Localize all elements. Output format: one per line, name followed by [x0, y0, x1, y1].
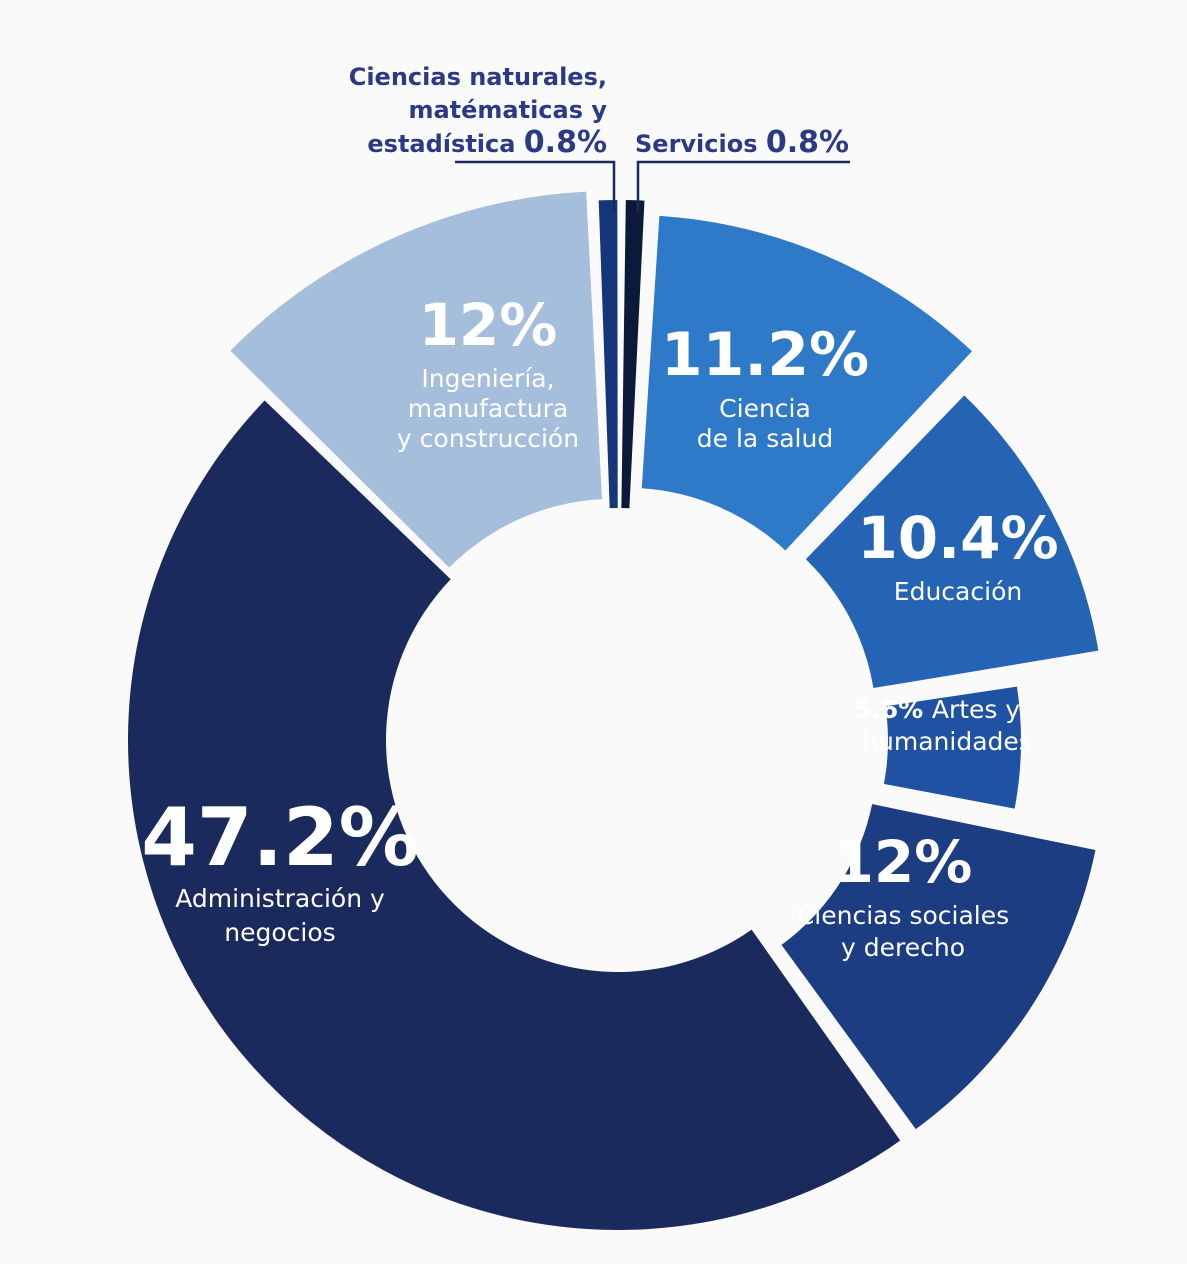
- slice-administracion-y-negocios: [128, 400, 901, 1230]
- slice-educacion: [805, 395, 1099, 689]
- slice-label-ingenieria-manufactura-y-construccion: manufactura: [408, 394, 568, 423]
- slice-ingenieria-manufactura-y-construccion: [230, 191, 602, 568]
- callout-label-servicios: Servicios 0.8%: [635, 125, 849, 160]
- callout-line-servicios: [636, 160, 850, 212]
- slice-label-ciencias-sociales-y-derecho: Ciencias sociales: [797, 901, 1009, 930]
- callout-percent-ciencias-naturales-matematicas-y-estadistica: 0.8%: [524, 125, 607, 160]
- slice-percent-ciencias-sociales-y-derecho: 12%: [834, 828, 973, 896]
- callout-label-ciencias-naturales-matematicas-y-estadistica: matématicas y: [408, 96, 607, 124]
- callout-percent-servicios: 0.8%: [766, 125, 849, 160]
- slice-label-administracion-y-negocios: negocios: [224, 918, 335, 947]
- callout-line-ciencias-naturales-matematicas-y-estadistica: [455, 160, 616, 212]
- slice-artes-y-humanidades: [883, 686, 1021, 809]
- slice-servicios: [621, 200, 645, 509]
- slice-percent-artes-y-humanidades: 5.6%: [854, 695, 932, 724]
- slices-layer: [128, 191, 1099, 1230]
- slice-label-ciencia-de-la-salud: de la salud: [697, 424, 833, 453]
- slice-label-ingenieria-manufactura-y-construccion: y construcción: [397, 424, 579, 453]
- slice-label-administracion-y-negocios: Administración y: [175, 884, 385, 913]
- slice-percent-ciencia-de-la-salud: 11.2%: [661, 320, 869, 390]
- callout-label-ciencias-naturales-matematicas-y-estadistica: estadística 0.8%: [367, 125, 607, 160]
- slice-ciencias-sociales-y-derecho: [781, 804, 1096, 1130]
- slice-label-ciencias-sociales-y-derecho: y derecho: [841, 933, 965, 962]
- slice-percent-ingenieria-manufactura-y-construccion: 12%: [419, 291, 558, 359]
- callouts-layer: Ciencias naturales, matématicas yestadíst…: [349, 63, 850, 212]
- slice-label-artes-y-humanidades: 5.6% Artes y: [854, 695, 1021, 724]
- slice-ciencia-de-la-salud: [641, 215, 972, 551]
- slice-label-educacion: Educación: [894, 577, 1022, 606]
- slice-label-ciencia-de-la-salud: Ciencia: [719, 394, 811, 423]
- slice-ciencias-naturales-matematicas-y-estadistica: [598, 200, 618, 509]
- slice-label-artes-y-humanidades: humanidades: [862, 727, 1032, 756]
- callout-label-ciencias-naturales-matematicas-y-estadistica: Ciencias naturales,: [349, 63, 607, 91]
- slice-percent-educacion: 10.4%: [857, 504, 1058, 572]
- slice-label-ingenieria-manufactura-y-construccion: Ingeniería,: [421, 364, 554, 393]
- slice-percent-administracion-y-negocios: 47.2%: [141, 791, 419, 884]
